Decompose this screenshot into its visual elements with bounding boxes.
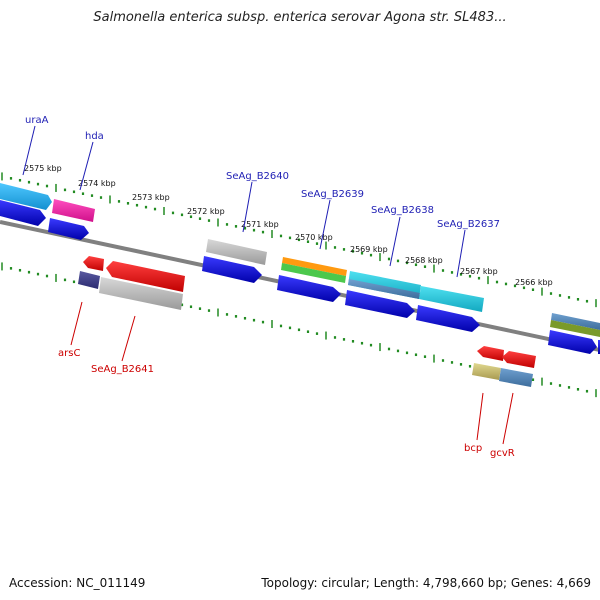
- gene-edge-steel[interactable]: [551, 313, 600, 330]
- cds-arrow-7[interactable]: [548, 330, 597, 354]
- kbp-label-2572: 2572 kbp: [187, 207, 225, 216]
- label-bcp[interactable]: bcp: [464, 443, 482, 454]
- topology-summary: Topology: circular; Length: 4,798,660 bp…: [261, 576, 591, 590]
- cds-arrow-2[interactable]: [48, 218, 89, 240]
- label-arsC[interactable]: arsC: [58, 348, 80, 359]
- leader-SeAg_B2640: [242, 181, 253, 233]
- cds-arrow-3[interactable]: [202, 256, 262, 283]
- coordinate-labels: 2575 kbp 2574 kbp 2573 kbp 2572 kbp 2571…: [24, 164, 553, 287]
- map-title: Salmonella enterica subsp. enterica sero…: [93, 10, 507, 25]
- label-hda[interactable]: hda: [85, 131, 104, 142]
- kbp-label-2567: 2567 kbp: [460, 267, 498, 276]
- gene-gcvR-arrow[interactable]: [502, 351, 536, 368]
- kbp-label-2568: 2568 kbp: [405, 256, 443, 265]
- gene-bcp[interactable]: [472, 363, 501, 380]
- gene-edge-olive[interactable]: [550, 320, 600, 337]
- kbp-label-2569: 2569 kbp: [350, 245, 388, 254]
- cds-arrow-1[interactable]: [0, 200, 46, 226]
- gene-SeAg_B2639-green[interactable]: [281, 263, 346, 283]
- leader-SeAg_B2638: [389, 216, 401, 267]
- reverse-leaders: [70, 301, 514, 445]
- gene-SeAg_B2638-lower[interactable]: [348, 279, 420, 299]
- accession-text: Accession: NC_011149: [9, 576, 146, 590]
- gene-uraA[interactable]: [0, 183, 52, 210]
- kbp-label-2571: 2571 kbp: [241, 220, 279, 229]
- kbp-label-2574: 2574 kbp: [78, 179, 116, 188]
- gene-gcvR[interactable]: [499, 368, 533, 387]
- leader-arsC: [70, 301, 83, 346]
- reverse-feature-track: [78, 256, 536, 387]
- kbp-label-2573: 2573 kbp: [132, 193, 170, 202]
- leader-bcp: [476, 392, 484, 441]
- forward-cds-track: [0, 200, 600, 354]
- leader-uraA: [22, 125, 36, 176]
- leader-gcvR: [502, 392, 514, 445]
- cds-arrow-4[interactable]: [277, 275, 341, 302]
- gene-arsC-arrow[interactable]: [83, 256, 104, 271]
- label-SeAg_B2639[interactable]: SeAg_B2639: [301, 189, 364, 200]
- leader-hda: [79, 141, 94, 191]
- label-SeAg_B2641[interactable]: SeAg_B2641: [91, 364, 154, 375]
- cds-arrow-5[interactable]: [345, 290, 415, 318]
- kbp-label-2566: 2566 kbp: [515, 278, 553, 287]
- gene-SeAg_B2639-orange[interactable]: [282, 257, 347, 276]
- forward-tick-row: [1, 172, 597, 308]
- gene-SeAg_B2640[interactable]: [206, 239, 267, 265]
- gene-SeAg_B2637[interactable]: [419, 286, 484, 312]
- label-SeAg_B2638[interactable]: SeAg_B2638: [371, 205, 434, 216]
- kbp-label-2570: 2570 kbp: [295, 233, 333, 242]
- leader-SeAg_B2639: [319, 199, 331, 250]
- gene-hda[interactable]: [52, 199, 95, 222]
- kbp-label-2575: 2575 kbp: [24, 164, 62, 173]
- cds-arrow-6[interactable]: [416, 305, 480, 332]
- label-SeAg_B2640[interactable]: SeAg_B2640: [226, 171, 289, 182]
- gene-bcp-arrow[interactable]: [477, 346, 504, 361]
- gene-SeAg_B2641-arrow[interactable]: [106, 261, 185, 292]
- gene-SeAg_B2641[interactable]: [99, 277, 183, 310]
- gene-arsC[interactable]: [78, 271, 100, 289]
- leader-SeAg_B2637: [456, 229, 466, 278]
- reverse-gene-labels: arsC SeAg_B2641 bcp gcvR: [58, 348, 515, 459]
- label-SeAg_B2637[interactable]: SeAg_B2637: [437, 219, 500, 230]
- label-gcvR[interactable]: gcvR: [490, 448, 515, 459]
- label-uraA[interactable]: uraA: [25, 115, 49, 126]
- forward-leaders: [22, 125, 466, 278]
- forward-feature-track: [0, 183, 600, 337]
- leader-SeAg_B2641: [121, 315, 136, 362]
- forward-gene-labels: uraA hda SeAg_B2640 SeAg_B2639 SeAg_B263…: [25, 115, 500, 230]
